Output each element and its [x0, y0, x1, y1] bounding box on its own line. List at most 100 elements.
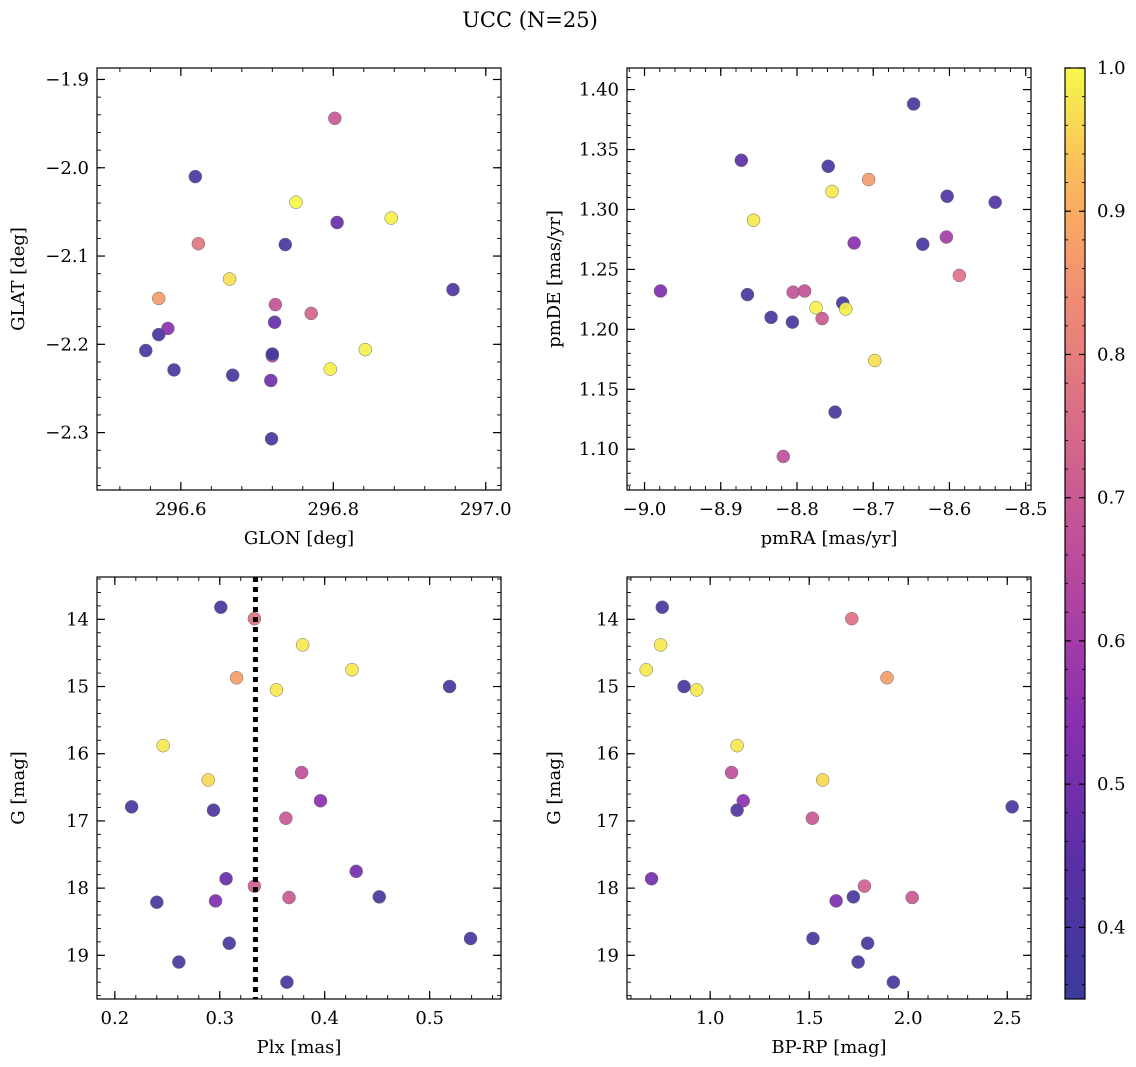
- x-tick-label: 0.3: [205, 1008, 234, 1029]
- scatter-point: [446, 282, 460, 297]
- scatter-point: [280, 975, 294, 989]
- scatter-point: [328, 111, 342, 126]
- x-axis-label: Plx [mas]: [257, 1037, 342, 1058]
- x-tick-label: 0.2: [101, 1008, 130, 1029]
- y-tick-label: 17: [66, 811, 89, 832]
- scatter-point: [653, 284, 668, 298]
- scatter-point: [797, 284, 812, 298]
- scatter-point: [655, 600, 669, 614]
- scatter-point: [886, 975, 901, 989]
- y-axis-label: G [mag]: [8, 751, 29, 824]
- scatter-point: [851, 955, 865, 969]
- scatter-point: [191, 236, 206, 251]
- scatter-point: [150, 895, 164, 909]
- scatter-point: [295, 638, 310, 652]
- scatter-point: [264, 432, 279, 446]
- colorbar-tick-label: 0.7: [1097, 488, 1126, 509]
- y-tick-label: 15: [66, 677, 89, 698]
- scatter-point: [905, 890, 919, 905]
- x-axis-label: GLON [deg]: [244, 528, 354, 549]
- scatter-point: [372, 890, 387, 904]
- scatter-point: [304, 306, 318, 321]
- scatter-point: [653, 638, 668, 652]
- figure-title: UCC (N=25): [462, 8, 598, 32]
- y-tick-label: 1.25: [579, 259, 619, 280]
- x-tick-label: 1.5: [795, 1008, 824, 1029]
- scatter-point: [861, 172, 876, 187]
- scatter-point: [829, 894, 843, 908]
- scatter-point: [846, 890, 861, 904]
- colorbar-tick-label: 0.8: [1097, 344, 1126, 365]
- y-tick-label: 1.20: [579, 319, 619, 340]
- colorbar-tick-label: 0.4: [1097, 917, 1126, 938]
- scatter-point: [815, 773, 830, 787]
- scatter-point: [906, 97, 921, 111]
- cmd-panel: 1.0 1.5 2.0 2.5 14 15 16 17 18 19 BP-RP [mag] G [ma…: [544, 576, 1032, 1058]
- scatter-point: [839, 302, 853, 316]
- scatter-point: [639, 662, 653, 677]
- scatter-point: [206, 803, 221, 817]
- y-tick-label: 16: [596, 744, 619, 765]
- colorbar-tick-label: 0.6: [1097, 631, 1126, 652]
- x-tick-label: 297.0: [460, 499, 512, 520]
- scatter-point: [282, 890, 296, 905]
- y-tick-label: −2.3: [45, 423, 89, 444]
- scatter-point: [952, 268, 967, 283]
- scatter-point: [269, 683, 284, 697]
- scatter-point: [746, 213, 761, 228]
- x-tick-label: 0.5: [415, 1008, 444, 1029]
- scatter-point: [730, 803, 744, 817]
- y-tick-label: 18: [596, 878, 619, 899]
- scatter-point: [294, 765, 309, 780]
- x-tick-label: −8.9: [699, 499, 743, 520]
- colorbar-gradient: [1064, 67, 1086, 1000]
- scatter-point: [167, 363, 181, 377]
- y-tick-label: −1.9: [45, 69, 89, 90]
- x-tick-label: −8.7: [851, 499, 895, 520]
- x-tick-label: −8.5: [1004, 499, 1048, 520]
- scatter-point: [214, 600, 228, 614]
- axes-frame: [626, 67, 1032, 491]
- scatter-point: [222, 936, 236, 950]
- scatter-point: [222, 272, 237, 286]
- scatter-point: [740, 287, 755, 302]
- scatter-point: [867, 353, 882, 368]
- scatter-point: [805, 811, 820, 825]
- scatter-point: [809, 301, 823, 315]
- scatter-point: [828, 405, 842, 419]
- scatter-point: [463, 931, 478, 946]
- colorbar-tick-label: 1.0: [1097, 58, 1126, 79]
- scatter-point: [264, 373, 278, 388]
- scatter-point: [345, 662, 359, 677]
- x-tick-label: 2.0: [894, 1008, 923, 1029]
- scatter-point: [845, 611, 859, 626]
- y-tick-label: 1.40: [579, 80, 619, 101]
- scatter-point: [815, 311, 829, 326]
- y-tick-label: 14: [66, 609, 89, 630]
- scatter-point: [278, 237, 293, 252]
- x-tick-label: 1.0: [696, 1008, 725, 1029]
- colorbar: 0.4 0.5 0.6 0.7 0.8 0.9 1.0: [1064, 58, 1126, 1000]
- y-tick-label: 1.15: [579, 379, 619, 400]
- scatter-point: [151, 291, 166, 306]
- y-tick-label: 1.35: [579, 140, 619, 161]
- y-axis-label: G [mag]: [544, 751, 565, 824]
- scatter-point: [313, 794, 328, 808]
- axes-frame: [96, 67, 502, 491]
- axes-frame: [96, 576, 502, 1000]
- scatter-point: [442, 679, 457, 694]
- scatter-point: [939, 230, 954, 244]
- scatter-point: [156, 738, 170, 753]
- scatter-point: [267, 315, 282, 330]
- scatter-point: [940, 189, 954, 204]
- y-axis-label: GLAT [deg]: [8, 227, 29, 331]
- scatter-point: [201, 773, 215, 787]
- scatter-point: [265, 347, 280, 361]
- y-tick-label: 19: [596, 945, 619, 966]
- scatter-point: [384, 211, 398, 225]
- x-tick-label: 0.4: [310, 1008, 339, 1029]
- scatter-point: [730, 738, 744, 753]
- pm-panel: −9.0 −8.9 −8.8 −8.7 −8.6 −8.5 1.10 1.15 1.20 1.25…: [544, 67, 1048, 549]
- plx-g-panel: 0.2 0.3 0.4 0.5 14 15 16 17 18 19 Plx [mas] G [mag]: [8, 576, 502, 1058]
